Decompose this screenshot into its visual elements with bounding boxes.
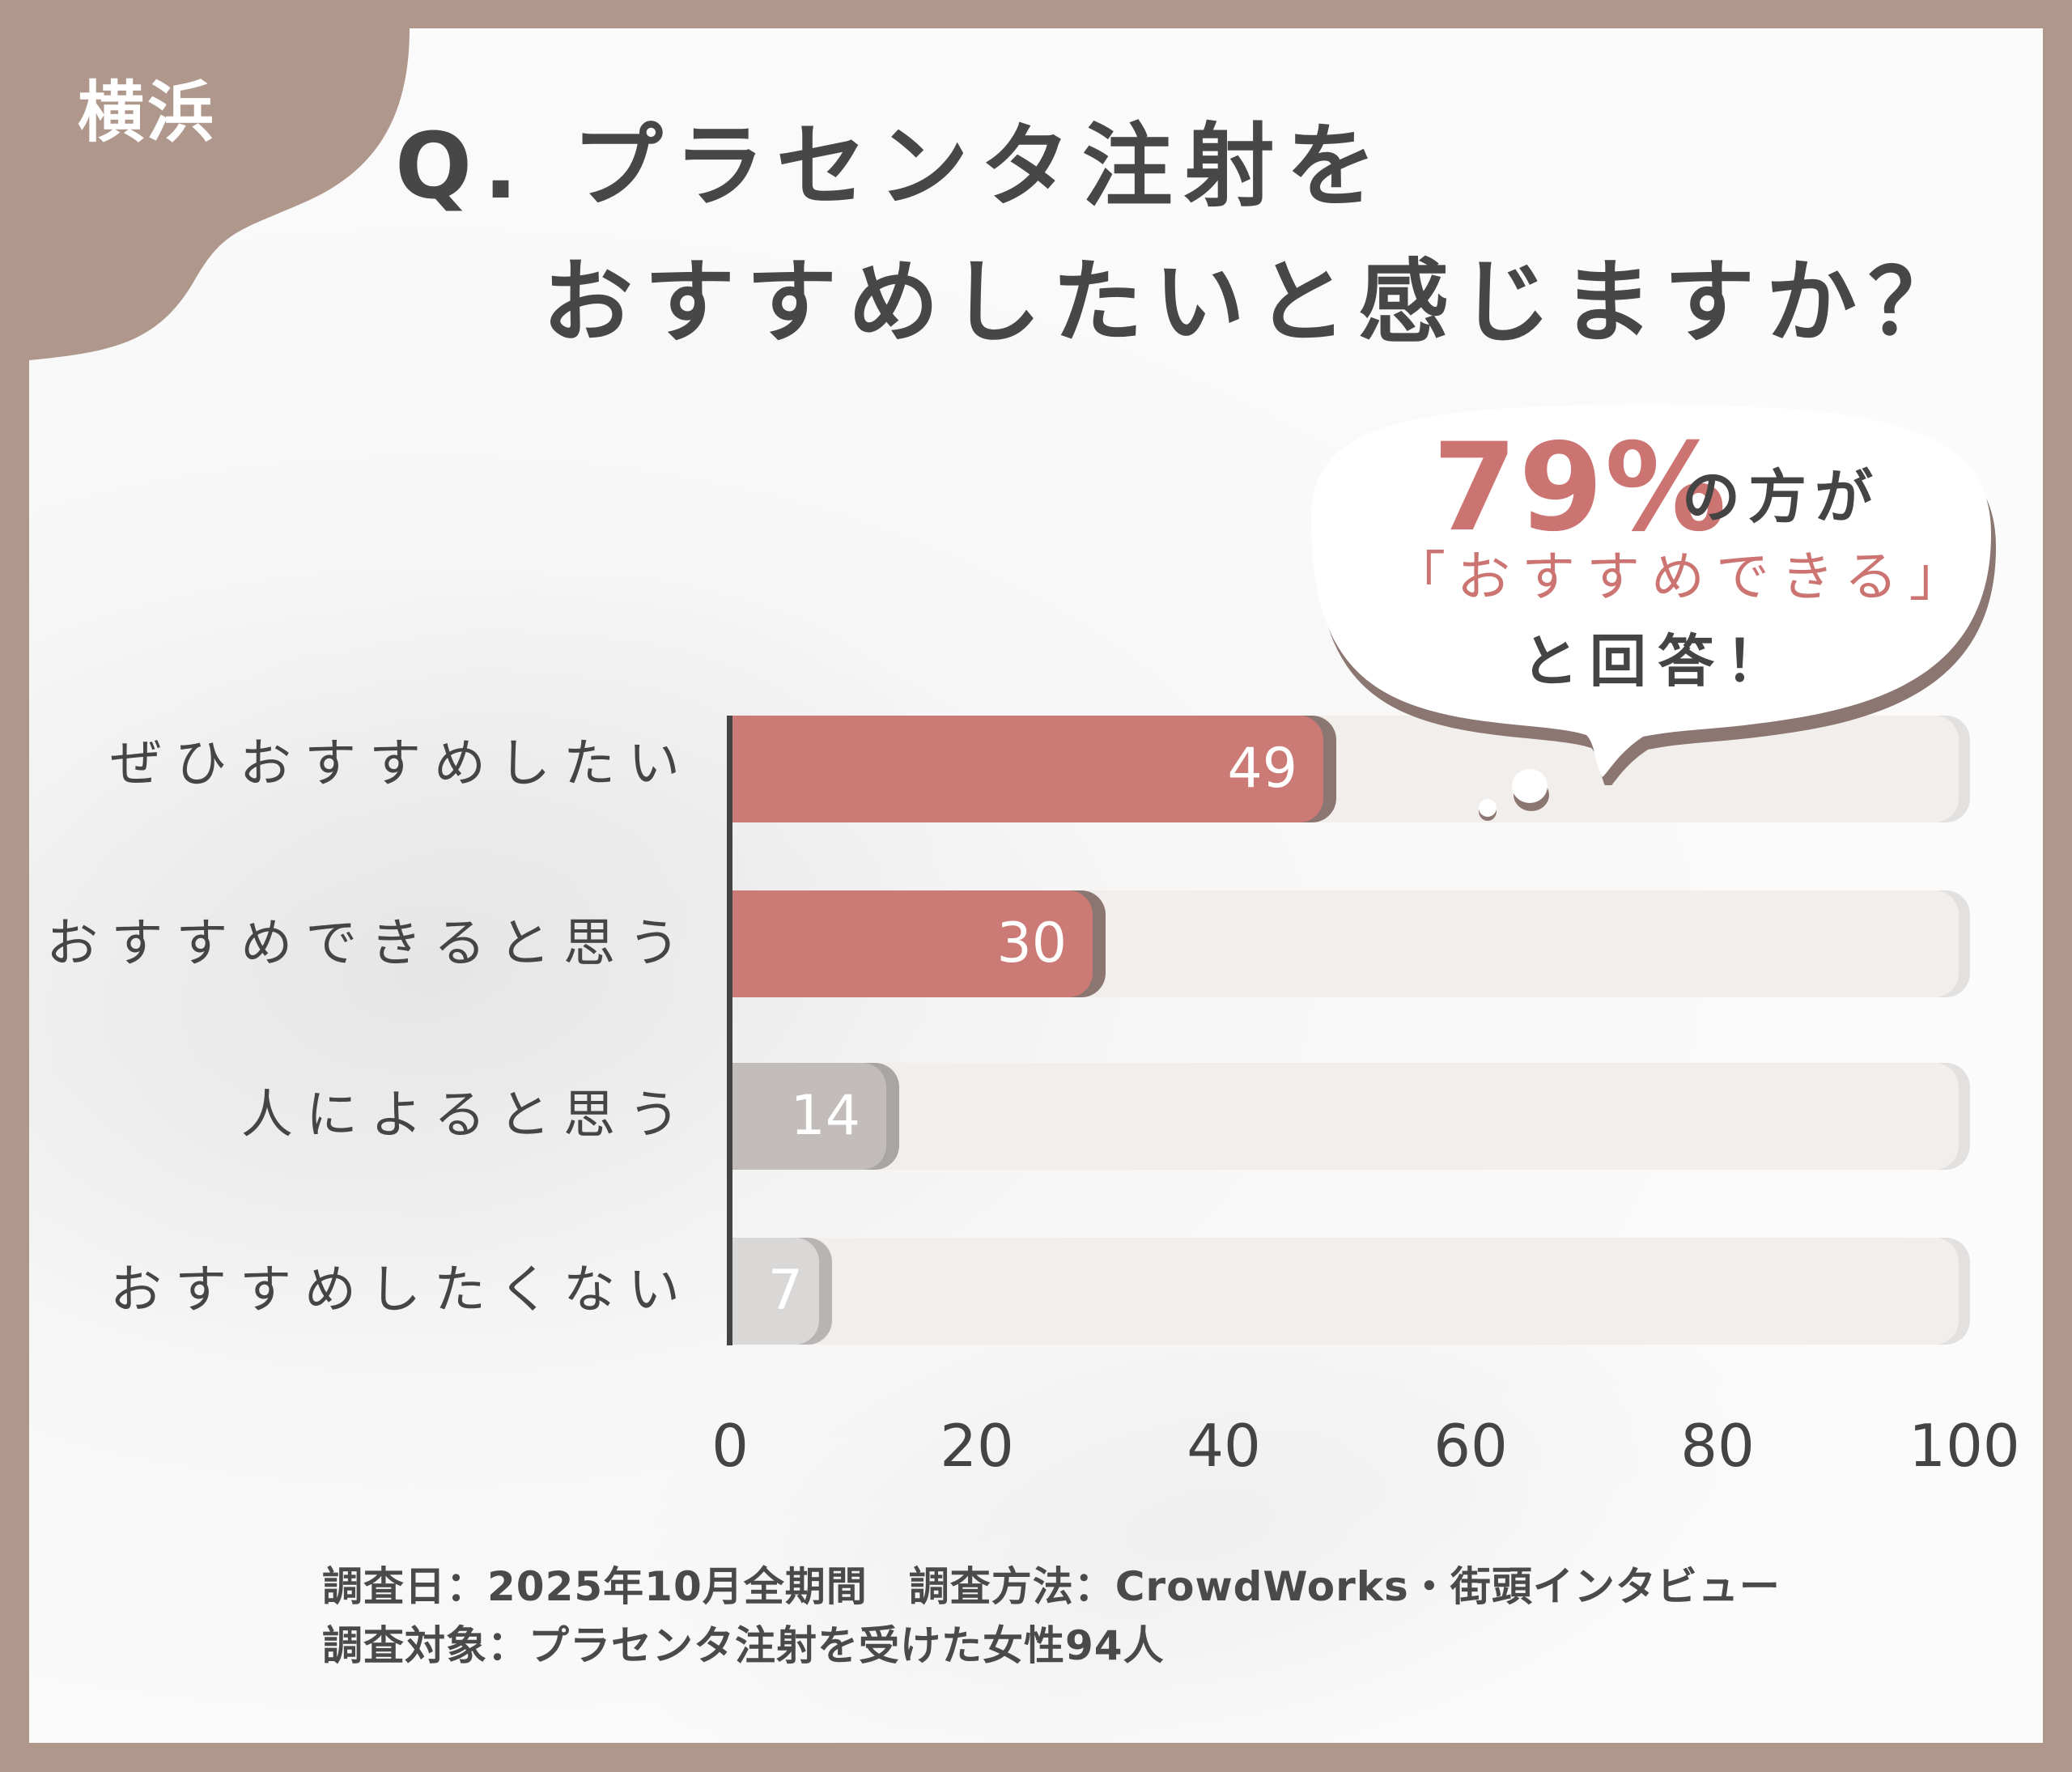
bar-strongly-recommend: 49 [732,716,1323,822]
callout-line1-rest: の方が [1682,463,1882,531]
bar-value: 30 [996,911,1067,975]
corner-tab-shape [29,28,410,360]
row-label: ぜひおすすめしたい [110,734,693,794]
speech-bubble [1311,405,1996,785]
x-tick: 0 [711,1412,749,1480]
callout-percent: 79% [1433,418,1729,559]
infographic-card [29,28,2043,1743]
page-title-line-1: Q. プラセンタ注射を [395,114,1388,219]
row-label: おすすめできると思う [46,914,693,974]
bubble-dot-large [1512,769,1548,803]
x-tick: 40 [1187,1412,1261,1480]
bar-track [732,1238,1959,1345]
bar-value: 49 [1227,737,1297,801]
x-tick: 60 [1433,1412,1508,1480]
bar-can-recommend: 30 [732,890,1093,997]
callout-line3: と回答！ [1522,628,1794,695]
bar-do-not-recommend: 7 [732,1238,819,1345]
row-label: 人によると思う [240,1086,693,1145]
y-axis-line [727,716,732,1345]
survey-note-date-method: 調査日：2025年10月全期間 調査方法：CrowdWorks・街頭インタビュー [322,1563,1781,1610]
x-tick: 100 [1909,1412,2020,1480]
survey-note-subjects: 調査対象：プラセンタ注射を受けた女性94人 [322,1622,1165,1669]
bar-value: 14 [790,1084,860,1148]
area-tag: 横浜 [78,74,218,151]
callout-line2: 「おすすめできる」 [1392,546,1974,608]
bubble-dot-small [1479,799,1497,817]
page-title-line-2: おすすめしたいと感じますか？ [542,250,1970,355]
x-tick: 80 [1680,1412,1755,1480]
row-label: おすすめしたくない [110,1260,693,1320]
bar-depends-on-person: 14 [732,1063,886,1170]
bar-value: 7 [767,1259,803,1323]
x-tick: 20 [940,1412,1014,1480]
bar-track [732,1063,1959,1170]
